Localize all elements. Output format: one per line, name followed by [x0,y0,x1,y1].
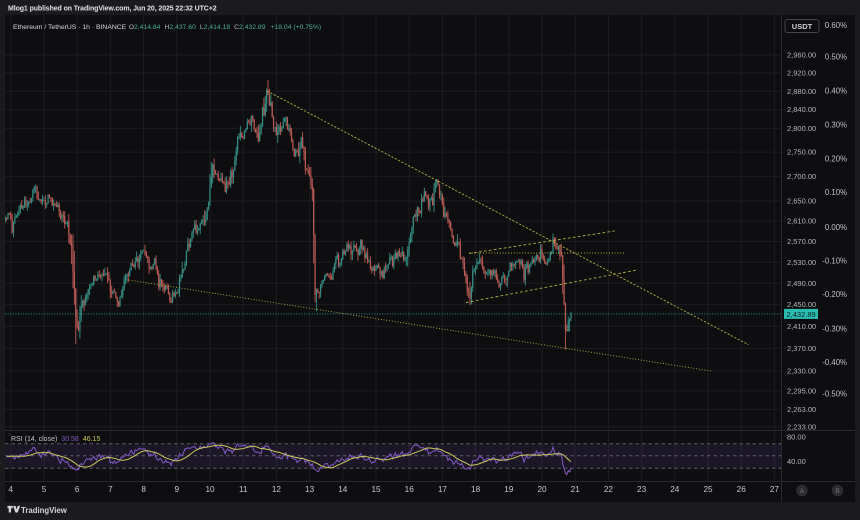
svg-text:2,570.00: 2,570.00 [787,237,816,246]
svg-text:80.00: 80.00 [787,433,806,442]
svg-text:20: 20 [537,485,547,494]
svg-text:2,700.00: 2,700.00 [787,172,816,181]
svg-text:0.10%: 0.10% [825,188,847,197]
svg-text:23: 23 [637,485,647,494]
svg-text:2,840.00: 2,840.00 [787,105,816,114]
svg-text:2,490.00: 2,490.00 [787,279,816,288]
svg-text:TradingView: TradingView [21,506,68,515]
svg-text:-0.10%: -0.10% [822,257,847,266]
svg-text:-0.40%: -0.40% [822,358,847,367]
svg-text:2,610.00: 2,610.00 [787,217,816,226]
svg-text:40.00: 40.00 [787,457,806,466]
svg-text:0.50%: 0.50% [825,53,847,62]
svg-text:15: 15 [371,485,381,494]
svg-text:6: 6 [75,485,80,494]
svg-text:22: 22 [604,485,614,494]
svg-text:2,960.00: 2,960.00 [787,51,816,60]
svg-text:26: 26 [737,485,747,494]
svg-text:2,263.00: 2,263.00 [787,405,816,414]
svg-text:19: 19 [504,485,514,494]
svg-text:4: 4 [9,485,14,494]
svg-text:2,450.00: 2,450.00 [787,300,816,309]
svg-text:A: A [800,488,805,495]
svg-text:2,370.00: 2,370.00 [787,344,816,353]
svg-text:12: 12 [272,485,282,494]
svg-text:0.60%: 0.60% [825,21,847,30]
svg-text:27: 27 [770,485,780,494]
svg-text:0.40%: 0.40% [825,87,847,96]
svg-text:0.00%: 0.00% [825,223,847,232]
svg-text:Ethereum / TetherUS · 1h · BIN: Ethereum / TetherUS · 1h · BINANCE O2,414… [13,24,321,31]
svg-text:10: 10 [205,485,215,494]
svg-text:2,233.00: 2,233.00 [787,423,816,432]
svg-text:2,650.00: 2,650.00 [787,197,816,206]
svg-text:2,920.00: 2,920.00 [787,69,816,78]
svg-text:2,410.00: 2,410.00 [787,322,816,331]
svg-text:B: B [835,488,839,495]
svg-text:2,880.00: 2,880.00 [787,87,816,96]
svg-text:18: 18 [471,485,481,494]
svg-text:14: 14 [338,485,348,494]
svg-text:13: 13 [305,485,315,494]
svg-text:2,432.89: 2,432.89 [787,310,816,319]
svg-text:8: 8 [141,485,146,494]
svg-text:2,530.00: 2,530.00 [787,258,816,267]
svg-text:USDT: USDT [792,22,813,31]
svg-text:2,330.00: 2,330.00 [787,367,816,376]
svg-text:2,750.00: 2,750.00 [787,148,816,157]
svg-text:7: 7 [108,485,113,494]
svg-text:5: 5 [42,485,47,494]
svg-text:11: 11 [239,485,248,494]
svg-text:16: 16 [405,485,415,494]
svg-text:2,800.00: 2,800.00 [787,124,816,133]
svg-text:17: 17 [438,485,448,494]
svg-text:Mlog1 published on TradingView: Mlog1 published on TradingView.com, Jun … [8,6,217,13]
svg-text:0.20%: 0.20% [825,155,847,164]
svg-text:24: 24 [670,485,680,494]
svg-text:-0.20%: -0.20% [822,290,847,299]
svg-text:0.30%: 0.30% [825,121,847,130]
svg-text:-0.50%: -0.50% [822,390,847,399]
svg-text:9: 9 [175,485,180,494]
svg-text:25: 25 [703,485,713,494]
svg-text:-0.30%: -0.30% [822,325,847,334]
svg-text:21: 21 [571,485,581,494]
svg-text:2,295.00: 2,295.00 [787,387,816,396]
